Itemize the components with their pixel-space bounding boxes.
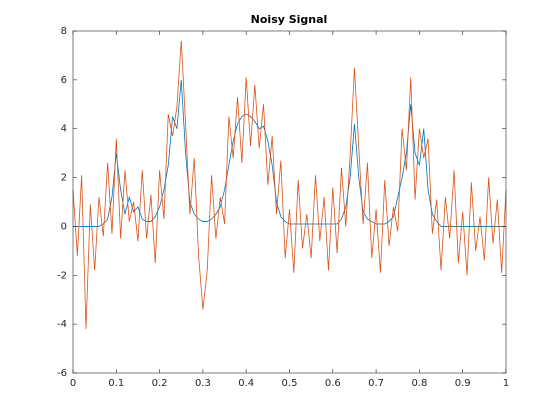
- y-tick-label: 6: [61, 75, 67, 86]
- x-tick-label: 0.8: [411, 378, 427, 389]
- x-tick-label: 0.2: [152, 378, 168, 389]
- y-tick-label: -6: [57, 368, 67, 379]
- x-tick-label: 0: [70, 378, 76, 389]
- x-tick-label: 0.5: [282, 378, 298, 389]
- chart-title: Noisy Signal: [251, 13, 328, 26]
- x-tick-label: 0.1: [108, 378, 124, 389]
- x-tick-label: 0.3: [195, 378, 211, 389]
- y-tick-label: 0: [61, 221, 67, 232]
- series-line: [72, 40, 507, 330]
- y-tick-label: -2: [57, 270, 67, 281]
- x-tick-label: 0.7: [368, 378, 384, 389]
- x-tick-label: 0.4: [238, 378, 254, 389]
- y-tick-label: -4: [57, 319, 67, 330]
- y-tick-label: 4: [61, 124, 67, 135]
- y-tick-label: 8: [61, 26, 67, 37]
- x-tick-label: 1: [503, 378, 509, 389]
- x-tick-label: 0.6: [325, 378, 341, 389]
- x-tick-label: 0.9: [455, 378, 471, 389]
- y-tick-label: 2: [61, 173, 67, 184]
